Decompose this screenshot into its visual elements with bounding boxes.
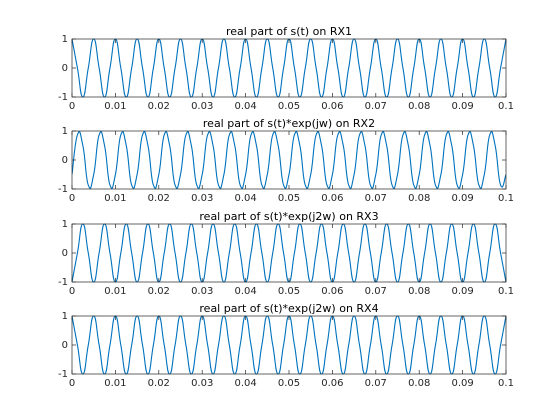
x-tick-label: 0.1: [498, 378, 514, 389]
y-tick-label: 1: [62, 311, 68, 322]
x-tick-label: 0.1: [498, 101, 514, 112]
x-tick-label: 0.09: [451, 378, 473, 389]
axes-background: [72, 39, 506, 97]
x-tick-label: 0.05: [278, 101, 300, 112]
y-tick-label: -1: [58, 184, 68, 195]
x-tick-label: 0.01: [104, 193, 126, 204]
axes-box: [71, 223, 507, 283]
x-tick-label: 0.05: [278, 378, 300, 389]
x-tick-label: 0.03: [191, 193, 213, 204]
x-tick-label: 0.04: [234, 286, 256, 297]
x-tick-label: 0.03: [191, 101, 213, 112]
subplot: real part of s(t)*exp(j2w) on RX4 0 0.01 0.…: [58, 302, 514, 389]
x-tick-label: 0.02: [148, 101, 170, 112]
x-tick-label: 0.06: [321, 286, 343, 297]
y-tick-label: 0: [62, 63, 68, 74]
x-tick-label: 0.02: [148, 378, 170, 389]
x-tick-label: 0.08: [408, 193, 430, 204]
y-tick-label: 1: [62, 126, 68, 137]
x-tick-label: 0.09: [451, 101, 473, 112]
x-tick-label: 0.01: [104, 286, 126, 297]
x-tick-label: 0.04: [234, 193, 256, 204]
x-tick-label: 0.04: [234, 378, 256, 389]
y-tick-label: 1: [62, 34, 68, 45]
subplot-title: real part of s(t)*exp(j2w) on RX4: [199, 302, 378, 315]
axes-box: [71, 130, 507, 190]
x-tick-label: 0.08: [408, 286, 430, 297]
axes-background: [72, 131, 506, 189]
subplot: real part of s(t) on RX1 0 0.01 0.02 0.03 0.0…: [58, 25, 514, 112]
x-tick-label: 0.02: [148, 286, 170, 297]
subplot-title: real part of s(t) on RX1: [226, 25, 352, 38]
x-tick-label: 0.05: [278, 286, 300, 297]
x-tick-label: 0.06: [321, 193, 343, 204]
x-tick-label: 0.04: [234, 101, 256, 112]
x-tick-label: 0: [69, 193, 75, 204]
x-tick-label: 0.03: [191, 286, 213, 297]
y-tick-label: -1: [58, 92, 68, 103]
x-tick-label: 0.09: [451, 286, 473, 297]
subplot-title: real part of s(t)*exp(jw) on RX2: [203, 117, 375, 130]
axes-background: [72, 316, 506, 374]
y-tick-label: -1: [58, 369, 68, 380]
x-tick-label: 0.1: [498, 286, 514, 297]
axes-box: [71, 38, 507, 98]
x-tick-label: 0: [69, 378, 75, 389]
axes-box: [71, 315, 507, 375]
x-tick-label: 0.06: [321, 378, 343, 389]
y-tick-label: 0: [62, 340, 68, 351]
x-tick-label: 0.06: [321, 101, 343, 112]
subplot-title: real part of s(t)*exp(j2w) on RX3: [199, 210, 378, 223]
x-tick-label: 0: [69, 286, 75, 297]
x-tick-label: 0.02: [148, 193, 170, 204]
signal-line: [72, 131, 506, 189]
x-tick-label: 0.05: [278, 193, 300, 204]
axes-background: [72, 224, 506, 282]
plot-area: [72, 131, 506, 189]
x-tick-label: 0.03: [191, 378, 213, 389]
subplot: real part of s(t)*exp(jw) on RX2 0 0.01 0.0…: [58, 117, 514, 204]
x-tick-label: 0.01: [104, 101, 126, 112]
x-tick-label: 0.08: [408, 378, 430, 389]
x-tick-label: 0.1: [498, 193, 514, 204]
x-tick-label: 0.07: [365, 193, 387, 204]
x-tick-label: 0.01: [104, 378, 126, 389]
y-tick-label: -1: [58, 277, 68, 288]
y-tick-label: 1: [62, 219, 68, 230]
x-tick-label: 0.07: [365, 286, 387, 297]
subplot: real part of s(t)*exp(j2w) on RX3 0 0.01 0.…: [58, 210, 514, 297]
x-tick-label: 0.09: [451, 193, 473, 204]
y-tick-label: 0: [62, 248, 68, 259]
x-tick-label: 0: [69, 101, 75, 112]
y-tick-label: 0: [62, 155, 68, 166]
x-tick-label: 0.07: [365, 378, 387, 389]
x-tick-label: 0.07: [365, 101, 387, 112]
x-tick-label: 0.08: [408, 101, 430, 112]
